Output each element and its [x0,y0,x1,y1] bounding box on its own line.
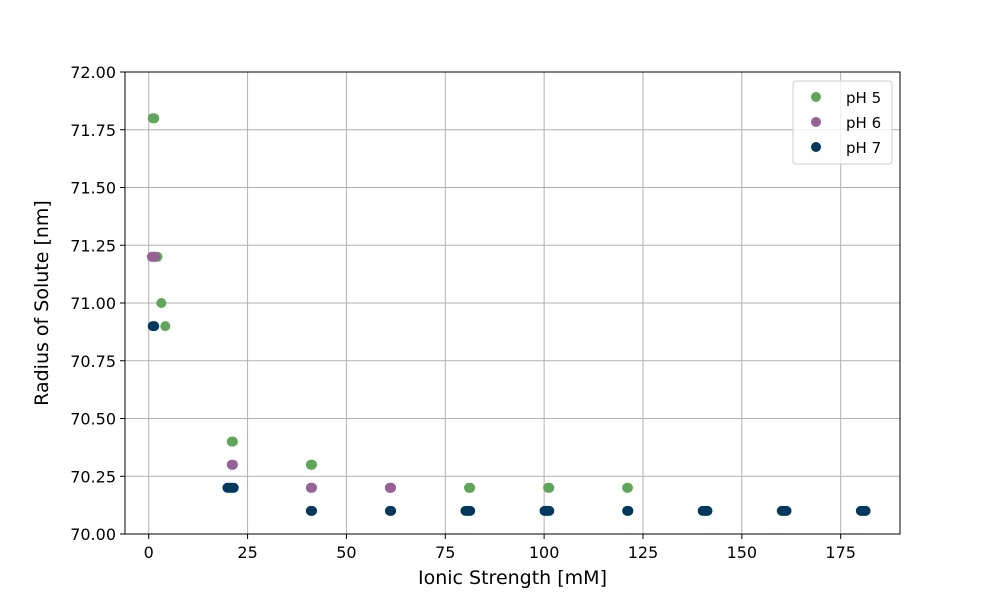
data-point [544,505,555,516]
data-point [227,459,238,470]
x-tick-label: 150 [727,543,758,562]
legend-label: pH 7 [846,139,881,157]
data-point [465,482,476,493]
y-tick-label: 71.00 [70,294,116,313]
legend-label: pH 5 [846,89,881,107]
y-tick-label: 70.75 [70,352,116,371]
series-ph-7 [147,321,871,516]
x-tick-label: 0 [144,543,154,562]
y-tick-label: 71.25 [70,236,116,255]
data-point [227,436,238,447]
legend: pH 5 pH 6 pH 7 [792,80,893,165]
legend-label: pH 6 [846,114,881,132]
data-point [228,482,239,493]
data-point [702,505,713,516]
data-point [150,251,161,262]
x-axis-label: Ionic Strength [mM] [418,567,607,589]
y-tick-label: 72.00 [70,63,116,82]
data-point [149,113,160,124]
data-point [307,459,318,470]
data-point [160,321,171,332]
x-tick-label: 25 [237,543,257,562]
data-point [386,482,397,493]
y-tick-label: 71.50 [70,179,116,198]
legend-marker [811,142,821,152]
data-point [307,482,318,493]
data-point [622,482,633,493]
data-point [156,298,167,308]
x-tick-label: 125 [628,543,659,562]
data-point [544,482,555,493]
y-tick-label: 70.00 [70,525,116,544]
x-tick-label: 75 [435,543,455,562]
y-tick-label: 71.75 [70,121,116,140]
data-point [860,505,871,516]
legend-marker [811,92,821,102]
data-point [386,505,397,516]
data-points [146,113,871,516]
data-point [465,505,476,516]
series-ph-6 [146,251,397,493]
data-point [149,321,160,332]
y-tick-label: 70.50 [70,410,116,429]
x-tick-label: 175 [825,543,856,562]
y-tick-label: 70.25 [70,467,116,486]
y-axis-label: Radius of Solute [nm] [31,200,53,406]
data-point [781,505,792,516]
x-tick-label: 50 [336,543,356,562]
data-point [307,505,318,516]
x-tick-label: 100 [529,543,560,562]
axis-ticks: 0 25 50 75 100 125 150 175 70.00 70.25 70.50 70.75 7… [70,63,856,562]
legend-marker [811,117,821,127]
data-point [623,505,634,516]
